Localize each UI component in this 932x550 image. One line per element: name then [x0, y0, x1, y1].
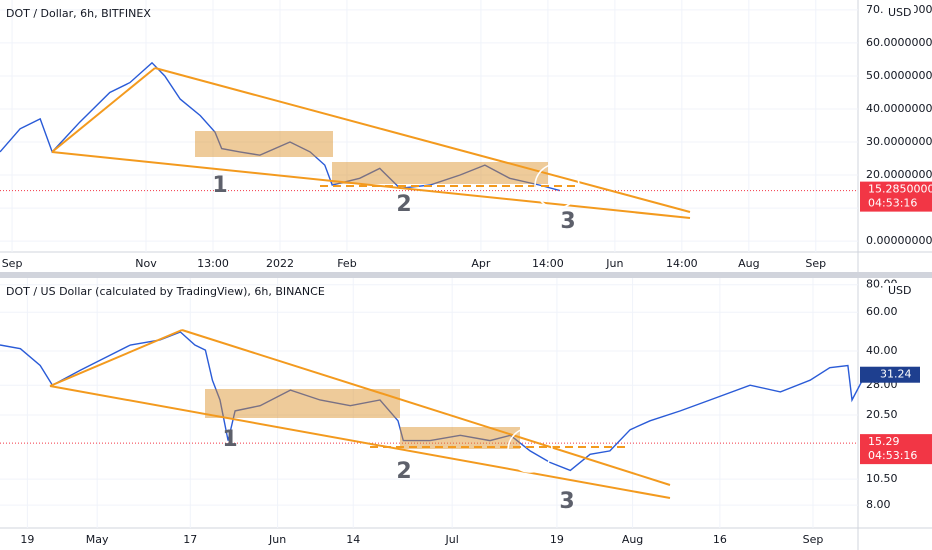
- range-box: [400, 427, 520, 449]
- annotation: 1: [212, 173, 227, 198]
- chart-title: DOT / US Dollar (calculated by TradingVi…: [6, 285, 325, 298]
- last-price-label: 31.24: [880, 368, 912, 381]
- x-tick-label: 14: [346, 533, 360, 546]
- trend-line: [154, 67, 691, 213]
- x-tick-label: Nov: [135, 257, 157, 270]
- x-tick-label: 2022: [266, 257, 294, 270]
- y-tick-label: 50.00000000: [866, 69, 932, 82]
- countdown: 04:53:16: [868, 197, 917, 210]
- x-tick-label: 17: [183, 533, 197, 546]
- y-tick-label: 10.50: [866, 472, 898, 485]
- x-tick-label: Jun: [268, 533, 286, 546]
- x-tick-label: 14:00: [666, 257, 698, 270]
- highlight-circle: [507, 427, 553, 473]
- x-tick-label: Sep: [803, 533, 824, 546]
- range-box: [332, 162, 548, 184]
- y-tick-label: 40.00000000: [866, 102, 932, 115]
- range-box: [195, 131, 333, 157]
- y-tick-label: 30.00000000: [866, 135, 932, 148]
- annotation: 3: [560, 209, 575, 234]
- trend-line: [49, 329, 183, 387]
- x-tick-label: Apr: [471, 257, 491, 270]
- currency-badge: [884, 283, 914, 299]
- y-tick-label: 40.00: [866, 344, 898, 357]
- x-tick-label: Jun: [605, 257, 623, 270]
- x-tick-label: Feb: [337, 257, 356, 270]
- price-badge: [860, 434, 932, 465]
- x-tick-label: 19: [550, 533, 564, 546]
- pane-separator: [0, 272, 932, 278]
- x-tick-label: Sep: [805, 257, 826, 270]
- trend-line: [51, 151, 691, 219]
- y-tick-label: 8.00: [866, 498, 891, 511]
- currency-label: USD: [888, 284, 912, 297]
- x-tick-label: 14:00: [532, 257, 564, 270]
- chart-title: DOT / Dollar, 6h, BITFINEX: [6, 7, 151, 20]
- drawings-top: 1 2 3: [51, 67, 691, 234]
- annotation: 1: [222, 427, 237, 452]
- price-label: 15.29: [868, 435, 900, 448]
- last-price-badge: [860, 366, 920, 383]
- countdown: 04:53:16: [868, 449, 917, 462]
- price-line: [0, 61, 561, 192]
- y-tick-label: 60.00: [866, 305, 898, 318]
- x-tick-label: 13:00: [197, 257, 229, 270]
- y-tick-label: 20.50: [866, 408, 898, 421]
- currency-label: USD: [888, 6, 912, 19]
- trend-line: [51, 67, 156, 153]
- trend-line: [49, 385, 671, 499]
- y-tick-label: 0.00000000: [866, 234, 932, 247]
- x-tick-label: 19: [20, 533, 34, 546]
- x-tick-label: 16: [713, 533, 727, 546]
- annotation: 2: [396, 192, 411, 217]
- drawings-bottom: 1 2 3: [49, 329, 671, 514]
- x-tick-label: Jul: [445, 533, 459, 546]
- annotation: 3: [559, 489, 574, 514]
- range-box: [205, 389, 400, 418]
- y-tick-label: 20.00000000: [866, 168, 932, 181]
- highlight-circle: [534, 163, 580, 209]
- trend-line: [181, 329, 671, 486]
- currency-badge: [884, 5, 914, 21]
- price-badge: [860, 181, 932, 212]
- x-tick-label: Sep: [2, 257, 23, 270]
- y-tick-label: 60.00000000: [866, 36, 932, 49]
- x-tick-label: May: [86, 533, 109, 546]
- x-tick-label: Aug: [738, 257, 759, 270]
- annotation: 2: [396, 459, 411, 484]
- x-tick-label: Aug: [622, 533, 643, 546]
